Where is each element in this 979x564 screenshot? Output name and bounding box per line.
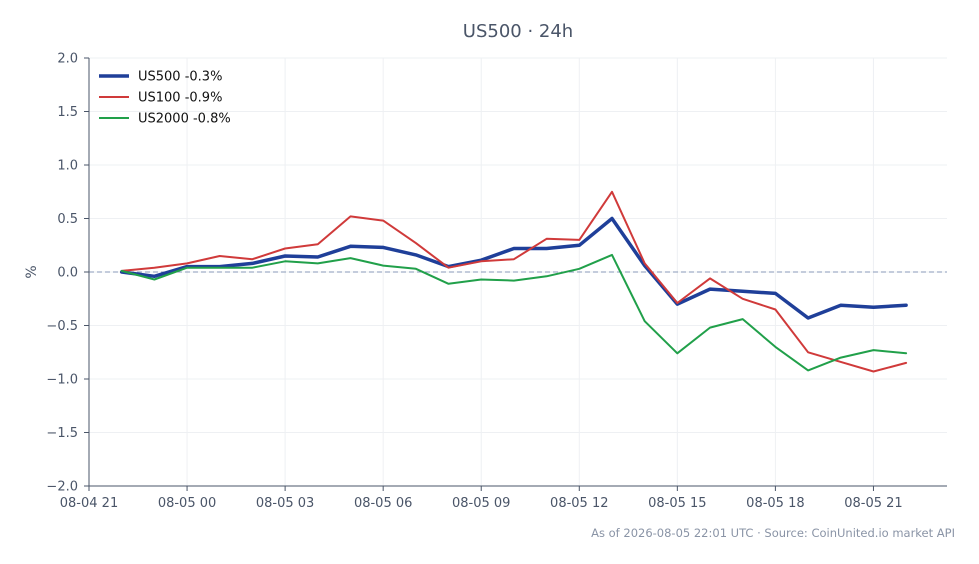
x-tick-label: 08-05 18 (746, 496, 804, 511)
legend-label-2: US100 -0.9% (138, 91, 222, 106)
y-tick-label: 1.5 (57, 105, 78, 120)
y-tick-label: 0.5 (57, 212, 78, 227)
y-tick-label: 1.0 (57, 159, 78, 174)
x-tick-label: 08-05 09 (452, 496, 510, 511)
series-line-3 (120, 253, 908, 372)
series-line-1 (119, 216, 908, 320)
y-tick-label: 2.0 (57, 52, 78, 67)
y-tick-label: −1.0 (46, 373, 78, 388)
x-tick-label: 08-05 03 (256, 496, 314, 511)
x-tick-label: 08-05 06 (354, 496, 412, 511)
x-axis-ticks: 08-04 21 08-05 00 08-05 03 08-05 06 08-05 09… (60, 486, 903, 511)
series-line-2 (120, 190, 908, 373)
x-tick-label: 08-05 12 (550, 496, 608, 511)
y-tick-label: −2.0 (46, 480, 78, 495)
x-tick-label: 08-05 00 (158, 496, 216, 511)
series-lines (119, 190, 908, 373)
legend-label-3: US2000 -0.8% (138, 112, 231, 127)
y-tick-label: −0.5 (46, 319, 78, 334)
legend-label-1: US500 -0.3% (138, 70, 222, 85)
x-tick-label: 08-05 21 (844, 496, 902, 511)
y-tick-label: −1.5 (46, 426, 78, 441)
y-axis-label: % (24, 265, 40, 278)
legend: US500 -0.3% US100 -0.9% US2000 -0.8% (99, 70, 231, 127)
x-tick-label: 08-04 21 (60, 496, 118, 511)
y-tick-label: 0.0 (57, 266, 78, 281)
y-axis-ticks: 2.0 1.5 1.0 0.5 0.0 −0.5 −1.0 −1.5 −2.0 (46, 52, 89, 495)
chart-title: US500 · 24h (463, 21, 573, 42)
source-footer: As of 2026-08-05 22:01 UTC · Source: Coi… (591, 526, 955, 540)
x-tick-label: 08-05 15 (648, 496, 706, 511)
